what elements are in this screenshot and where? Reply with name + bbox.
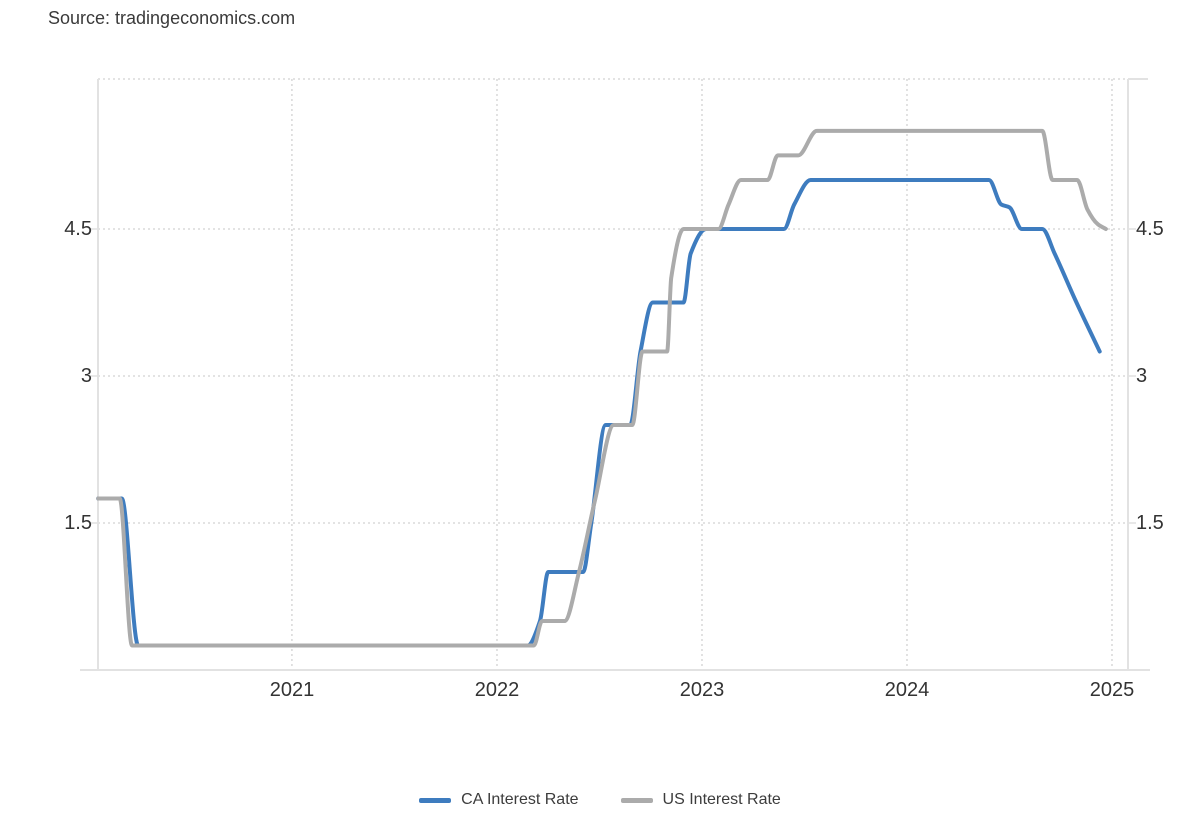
legend-label-us: US Interest Rate: [662, 791, 781, 808]
x-axis-label: 2022: [474, 679, 520, 701]
legend: CA Interest Rate US Interest Rate: [0, 791, 1200, 809]
ca-interest-rate-line: [96, 177, 1102, 648]
legend-item-us-interest-rate[interactable]: US Interest Rate: [620, 791, 781, 809]
x-axis-label: 2021: [269, 679, 315, 701]
source-label: Source: tradingeconomics.com: [48, 8, 296, 28]
y-axis-label-left: 4.5: [64, 218, 92, 240]
y-axis-label-right: 1.5: [1136, 512, 1164, 534]
legend-swatch-ca: [419, 797, 452, 803]
y-axis-label-right: 3: [1136, 365, 1148, 387]
legend-swatch-us: [620, 797, 653, 803]
x-axis-label: 2024: [884, 679, 930, 701]
legend-label-ca: CA Interest Rate: [461, 791, 579, 808]
y-axis-label-right: 4.5: [1136, 218, 1164, 240]
legend-item-ca-interest-rate[interactable]: CA Interest Rate: [419, 791, 579, 809]
x-axis-label: 2025: [1089, 679, 1135, 701]
x-axis-label: 2023: [679, 679, 725, 701]
y-axis-label-left: 1.5: [64, 512, 92, 534]
us-interest-rate-line: [96, 128, 1108, 648]
y-axis-label-left: 3: [80, 365, 92, 387]
